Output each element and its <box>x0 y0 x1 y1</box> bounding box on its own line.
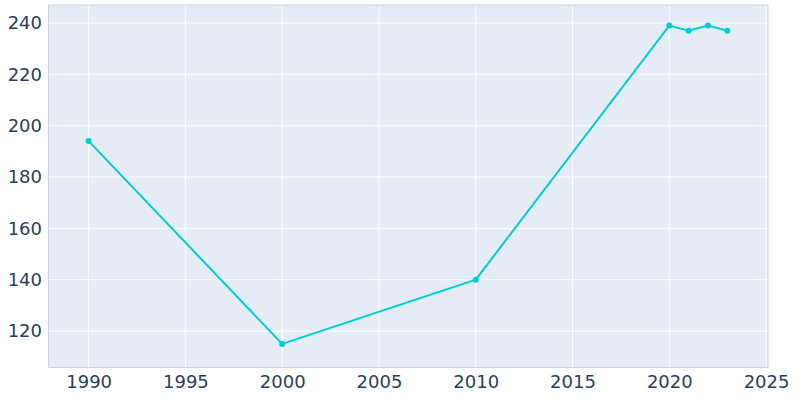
x-grid-line <box>572 5 573 367</box>
tick: 160 <box>8 218 48 239</box>
tick-label: 2010 <box>453 371 499 392</box>
marker <box>473 277 479 283</box>
tick: 240 <box>8 12 48 33</box>
line <box>89 26 728 344</box>
tick: 180 <box>8 166 48 187</box>
axis-line <box>48 6 49 368</box>
y-grid-line <box>48 22 768 23</box>
tick: 220 <box>8 64 48 85</box>
tick-label: 160 <box>8 218 42 239</box>
x-grid-line <box>282 5 283 367</box>
tick: 120 <box>8 320 48 341</box>
tick: 1995 <box>163 367 209 392</box>
x-axis: 1990 1995 2000 2005 2010 2015 2020 2025 <box>49 367 790 392</box>
y-axis: 120 140 160 180 200 220 240 <box>8 6 49 368</box>
plot-background <box>48 5 768 367</box>
x-grid-line <box>475 5 476 367</box>
y-grid-line <box>48 228 768 229</box>
marker <box>666 23 672 29</box>
frame-right <box>768 5 769 367</box>
marker <box>686 28 692 34</box>
tick: 2025 <box>744 367 790 392</box>
tick: 2020 <box>647 367 693 392</box>
x-grid-line <box>766 5 767 367</box>
frame-top <box>48 5 768 6</box>
y-grid-line <box>48 177 768 178</box>
marker <box>724 28 730 34</box>
marker <box>86 138 92 144</box>
x-grid-line <box>669 5 670 367</box>
tick: 2015 <box>550 367 596 392</box>
tick-label: 2000 <box>260 371 306 392</box>
tick-label: 2005 <box>357 371 403 392</box>
tick-label: 240 <box>8 12 42 33</box>
tick-label: 120 <box>8 320 42 341</box>
tick-label: 180 <box>8 166 42 187</box>
y-grid-line <box>48 279 768 280</box>
tick: 2005 <box>357 367 403 392</box>
tick: 140 <box>8 269 48 290</box>
tick-label: 200 <box>8 115 42 136</box>
plot: 1990 1995 2000 2005 2010 2015 2020 2025 120 140 16… <box>8 5 790 392</box>
marker <box>705 23 711 29</box>
chart: 1990 1995 2000 2005 2010 2015 2020 2025 120 140 16… <box>0 0 800 400</box>
tick-label: 2025 <box>744 371 790 392</box>
tick-label: 1995 <box>163 371 209 392</box>
tick-label: 140 <box>8 269 42 290</box>
y-grid-line <box>48 74 768 75</box>
axis-line <box>49 367 769 368</box>
tick: 2000 <box>260 367 306 392</box>
tick: 1990 <box>66 367 112 392</box>
tick-label: 220 <box>8 64 42 85</box>
y-grid-line <box>48 125 768 126</box>
y-grid-line <box>48 331 768 332</box>
tick-label: 1990 <box>66 371 112 392</box>
tick-label: 2020 <box>647 371 693 392</box>
grid <box>48 5 768 367</box>
tick: 2010 <box>453 367 499 392</box>
x-grid-line <box>88 5 89 367</box>
marker <box>279 341 285 347</box>
tick: 200 <box>8 115 48 136</box>
x-grid-line <box>185 5 186 367</box>
tick-label: 2015 <box>550 371 596 392</box>
marks <box>86 23 731 347</box>
